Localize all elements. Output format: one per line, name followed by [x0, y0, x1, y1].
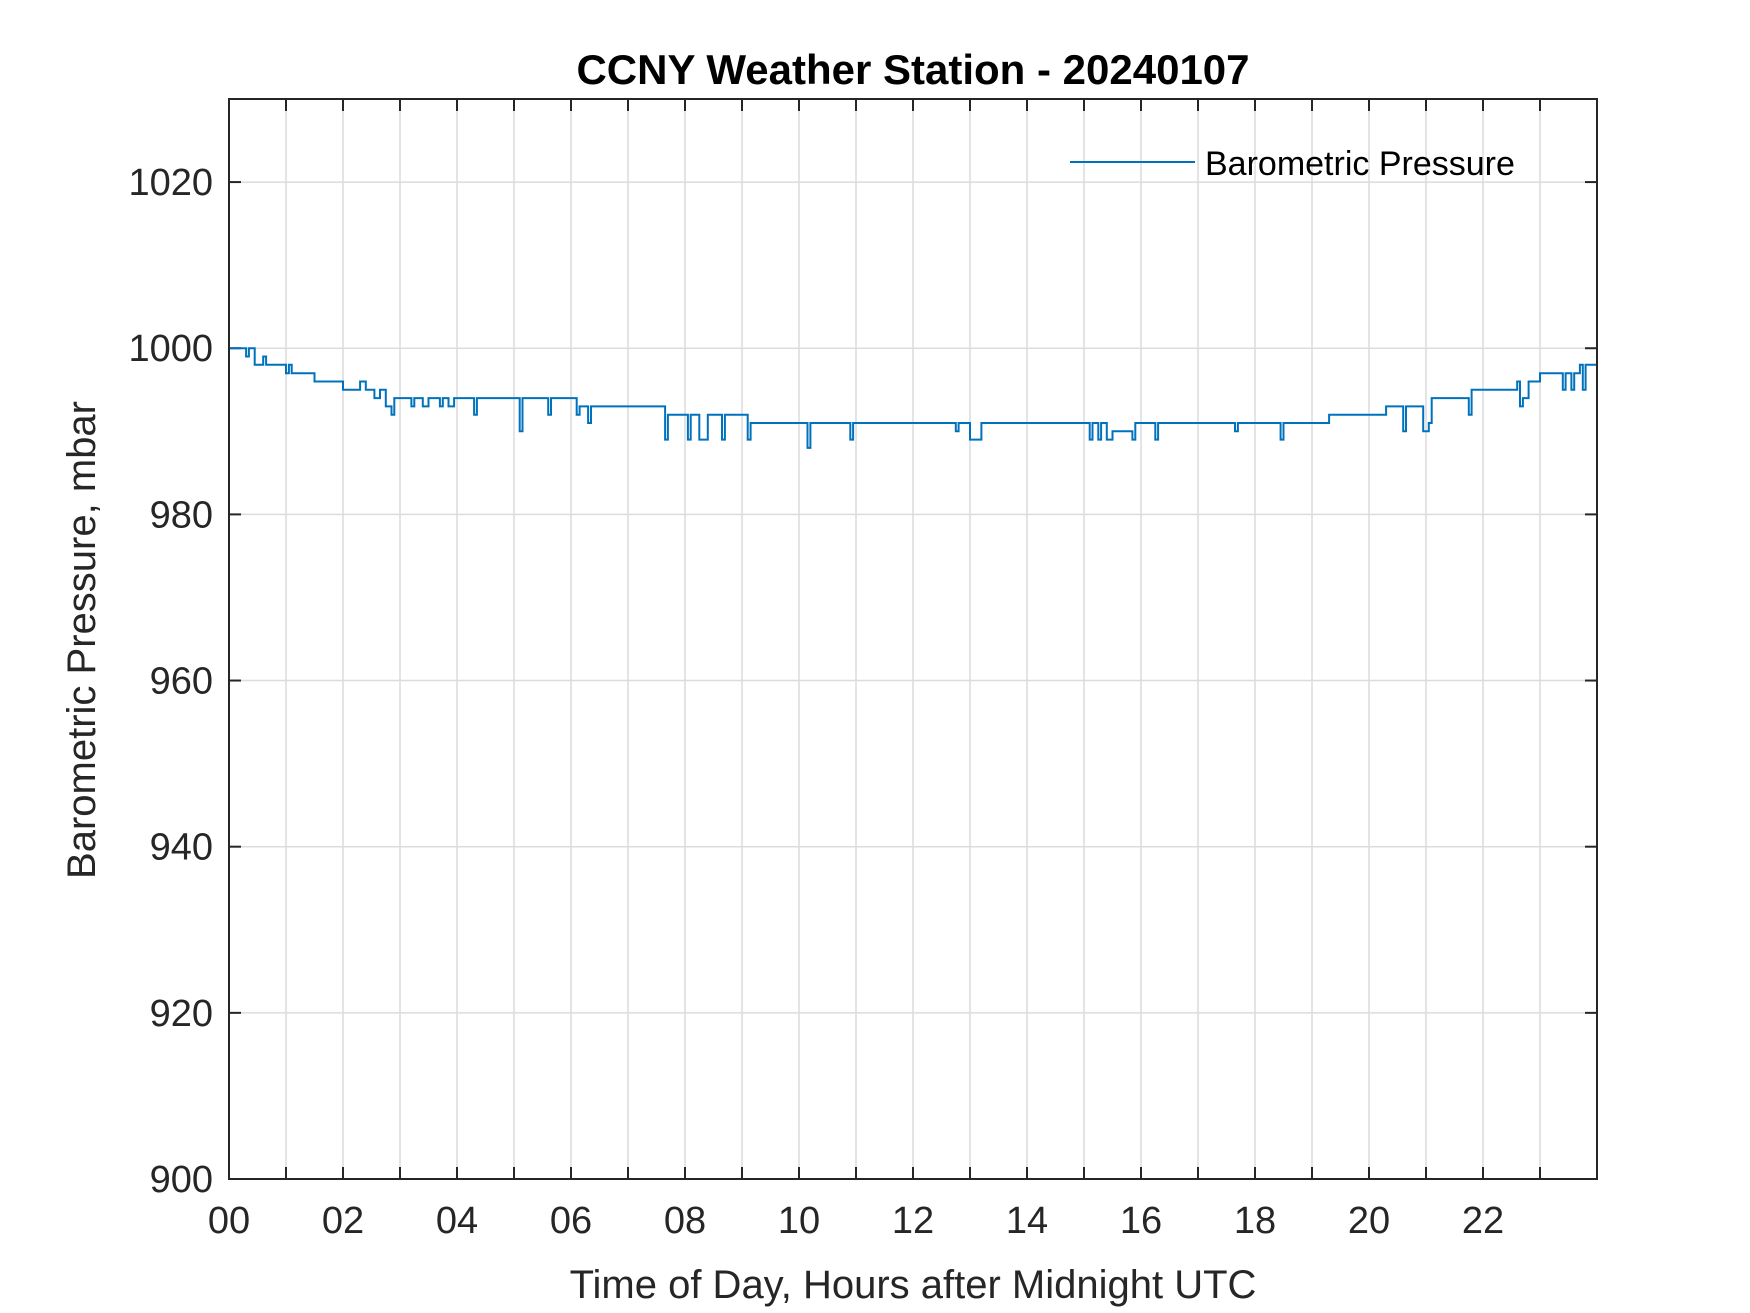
y-tick-label: 940 — [150, 827, 213, 869]
plot-frame — [228, 98, 1598, 1180]
y-tick-label: 980 — [150, 494, 213, 536]
y-tick-label: 1020 — [128, 162, 213, 204]
y-tick-label: 960 — [150, 661, 213, 703]
series-layer — [229, 347, 1597, 449]
y-tick-label: 900 — [150, 1159, 213, 1201]
x-tick-label: 00 — [208, 1200, 250, 1242]
y-tick-label: 1000 — [128, 328, 213, 370]
y-axis-label: Barometric Pressure, mbar — [60, 401, 104, 879]
x-axis-label: Time of Day, Hours after Midnight UTC — [570, 1263, 1257, 1307]
x-tick-label: 04 — [436, 1200, 478, 1242]
y-tick-label: 920 — [150, 993, 213, 1035]
tick-labels: 00 02 04 06 08 10 12 14 16 18 20 22 900 920 940 960 980 1… — [128, 162, 1504, 1242]
x-tick-label: 22 — [1462, 1200, 1504, 1242]
x-tick-label: 12 — [892, 1200, 934, 1242]
x-tick-label: 14 — [1006, 1200, 1048, 1242]
x-tick-label: 06 — [550, 1200, 592, 1242]
x-tick-label: 08 — [664, 1200, 706, 1242]
x-tick-label: 10 — [778, 1200, 820, 1242]
series-line-barometric-pressure — [229, 347, 1597, 449]
x-tick-label: 16 — [1120, 1200, 1162, 1242]
chart-title: CCNY Weather Station - 20240107 — [576, 46, 1249, 93]
legend-label: Barometric Pressure — [1205, 145, 1515, 183]
x-tick-label: 20 — [1348, 1200, 1390, 1242]
grid — [229, 99, 1597, 1179]
legend: Barometric Pressure — [1070, 145, 1515, 183]
x-tick-label: 18 — [1234, 1200, 1276, 1242]
x-tick-label: 02 — [322, 1200, 364, 1242]
axis-ticks — [228, 99, 1597, 1180]
